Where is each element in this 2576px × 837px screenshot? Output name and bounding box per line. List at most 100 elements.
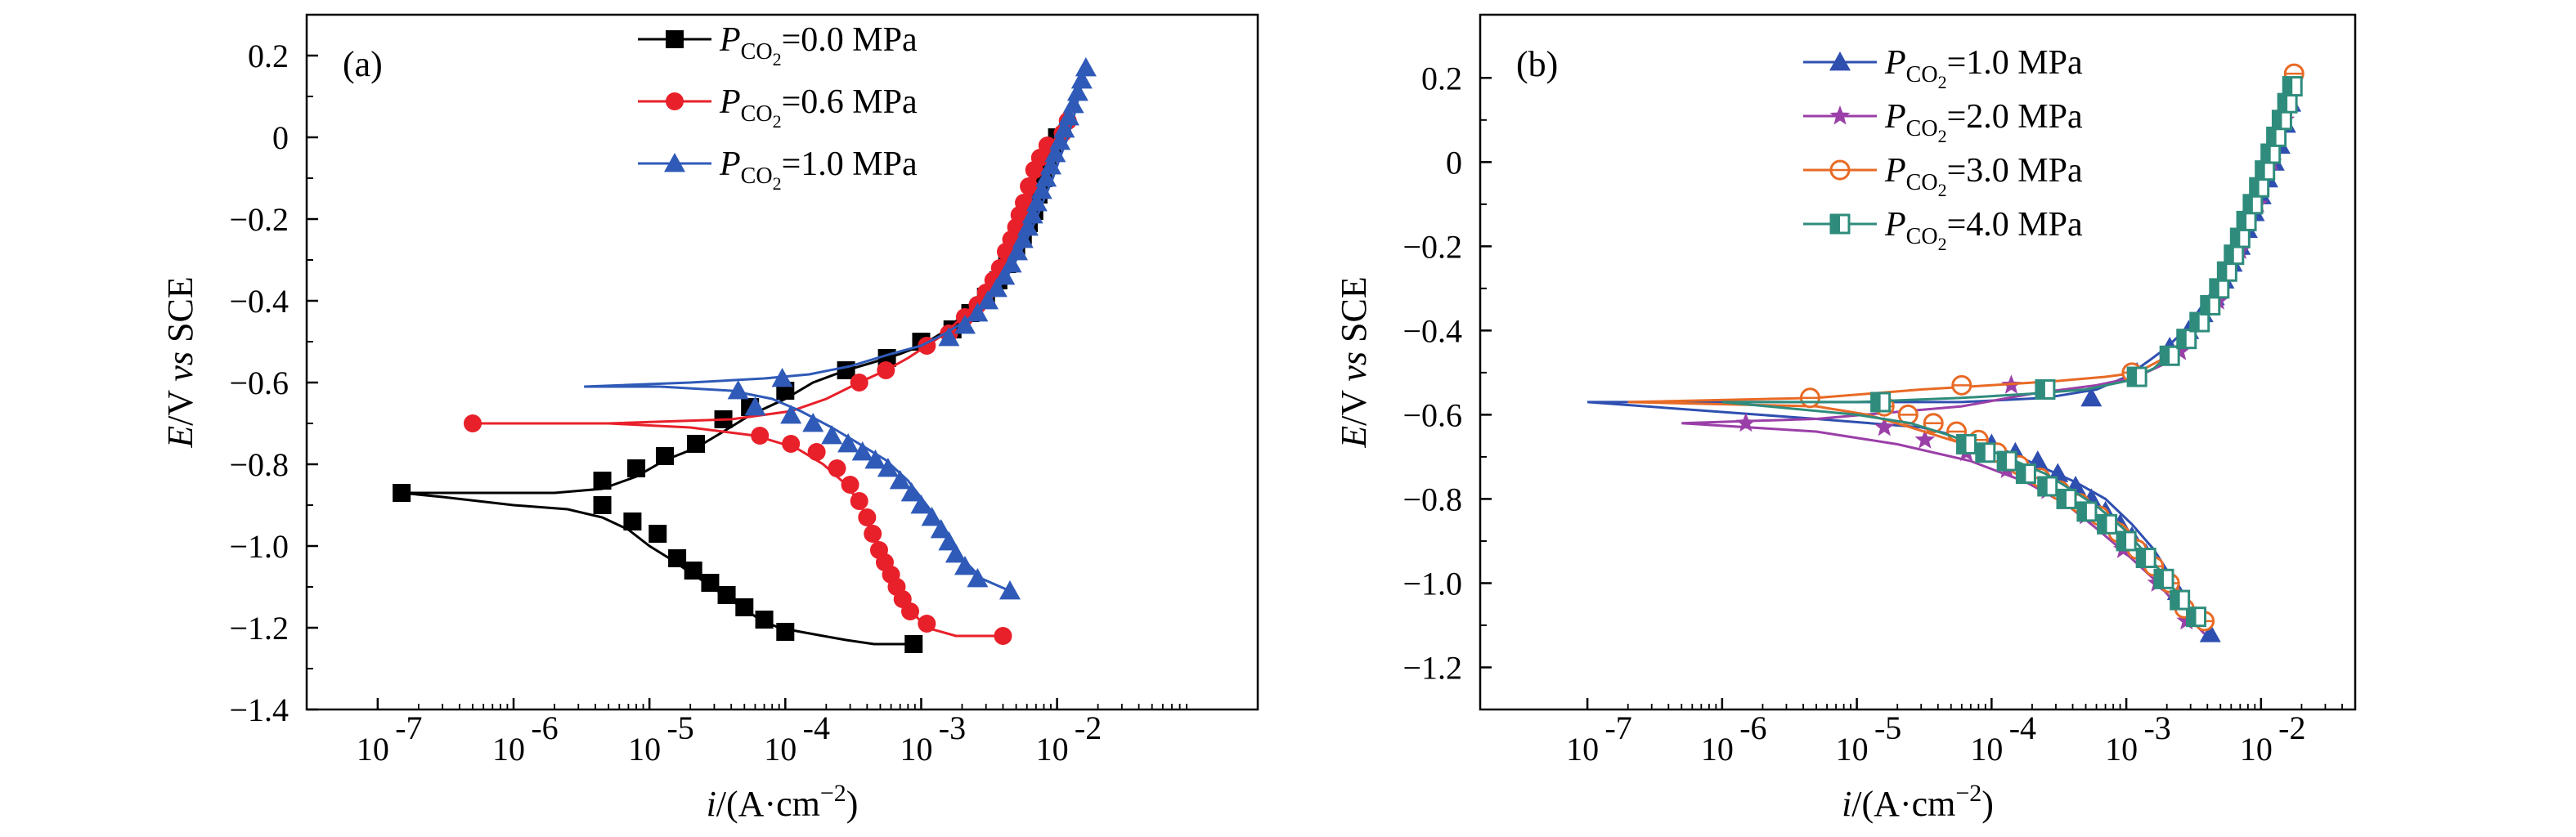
series-4-marker: [2015, 463, 2036, 485]
series-4-marker-fill: [2038, 477, 2048, 495]
series-4-marker-fill: [2155, 570, 2165, 589]
series-4-marker-fill: [1871, 392, 1881, 411]
series-4-marker-fill: [2201, 296, 2210, 315]
x-tick-label: 10: [1836, 731, 1869, 768]
series-4-marker-fill: [2187, 607, 2197, 626]
series-4-marker: [2176, 329, 2197, 350]
series-3-marker: [1062, 94, 1084, 114]
series-4-marker: [2277, 92, 2298, 114]
series-3-marker: [1070, 69, 1093, 89]
x-tick-label: 10: [1566, 731, 1599, 768]
y-tick-label: −0.4: [1402, 312, 1462, 349]
series-2-marker: [464, 414, 482, 432]
x-tick-exponent: -2: [2278, 709, 2305, 746]
x-tick-exponent: -3: [2143, 709, 2170, 746]
y-tick-label: −1.0: [229, 528, 289, 565]
series-1-marker: [593, 496, 612, 514]
series-4-marker: [2189, 311, 2210, 333]
series-3-marker: [954, 556, 976, 575]
y-tick-label: 0.2: [248, 38, 289, 74]
x-tick-label: 10: [2240, 731, 2273, 768]
series-4-marker-fill: [2278, 94, 2288, 113]
series-1-marker: [776, 623, 795, 641]
y-tick-label: −0.4: [229, 283, 289, 320]
series-3-marker: [930, 519, 952, 539]
series-4-marker: [2249, 177, 2270, 198]
legend-marker-4: [1829, 213, 1851, 235]
series-3-marker: [994, 266, 1016, 285]
series-4-marker: [2255, 160, 2276, 181]
series-4-marker: [2229, 227, 2251, 248]
series-4-marker-fill: [2218, 262, 2228, 281]
series-4-marker-fill: [2098, 515, 2107, 534]
series-3-marker: [1951, 374, 1972, 396]
series-4-marker: [2035, 378, 2056, 400]
series-3-marker: [771, 368, 793, 387]
series-3-marker: [1030, 180, 1052, 199]
series-1-marker: [627, 459, 646, 477]
series-4-marker-fill: [2117, 531, 2127, 550]
series-4-marker-fill: [2283, 77, 2293, 96]
series-1-marker: [623, 512, 642, 530]
series-4-marker: [2116, 530, 2137, 552]
x-tick-exponent: -3: [939, 709, 966, 746]
series-group: [393, 57, 1097, 653]
series-4-marker-fill: [2243, 195, 2253, 213]
series-2-marker: [841, 476, 859, 494]
x-tick-label: 10: [1701, 731, 1734, 768]
x-axis-label: i/(A·cm−2): [707, 780, 859, 824]
x-tick-exponent: -5: [1874, 709, 1901, 746]
series-1-marker: [684, 562, 702, 580]
series-2-marker: [1874, 416, 1895, 436]
series-4-marker: [2037, 476, 2058, 497]
y-tick-label: −1.2: [229, 610, 289, 647]
series-4-marker-fill: [2128, 368, 2138, 387]
series-2-marker: [918, 615, 936, 633]
series-4-marker: [2153, 568, 2174, 589]
x-tick-exponent: -6: [1739, 709, 1766, 746]
series-2-marker: [1020, 177, 1039, 195]
series-3-marker: [1799, 387, 1820, 409]
series-2-marker: [828, 459, 846, 477]
panel-label: (a): [343, 44, 383, 84]
series-4-marker-fill: [1998, 452, 2008, 471]
legend-label-1: PCO2=1.0 MPa: [1884, 44, 2083, 92]
series-2-marker: [1735, 412, 1757, 432]
series-4-marker-fill: [2017, 464, 2026, 483]
series-3-marker: [938, 327, 960, 347]
series-4-marker-fill: [2161, 347, 2170, 365]
y-tick-label: −0.6: [229, 365, 289, 401]
series-1-marker: [837, 361, 855, 379]
series-1-marker: [2199, 623, 2221, 642]
x-tick-exponent: -4: [2009, 709, 2036, 746]
x-tick-label: 10: [900, 731, 932, 768]
y-tick-label: 0: [1446, 144, 1462, 181]
series-2-marker: [1914, 429, 1936, 449]
series-4-marker-fill: [2210, 279, 2219, 298]
series-3-marker: [1025, 192, 1048, 212]
y-tick-label: −1.4: [229, 692, 289, 728]
x-tick-label: 10: [357, 731, 389, 768]
series-3-marker: [1007, 241, 1029, 261]
x-tick-label: 10: [492, 731, 525, 768]
series-4-marker: [2271, 110, 2292, 131]
series-4-marker: [2170, 589, 2191, 611]
series-4-marker-fill: [2273, 110, 2282, 129]
series-4-marker: [1996, 450, 2017, 472]
series-2-marker: [782, 435, 801, 453]
series-4-marker: [2242, 194, 2264, 215]
series-2-marker: [807, 443, 826, 461]
series-3-marker: [1021, 204, 1043, 224]
series-3-marker: [864, 450, 886, 469]
y-axis-label: E/V vs SCE: [1334, 276, 1374, 448]
series-4-marker-fill: [2190, 313, 2200, 332]
series-3-marker: [744, 396, 766, 416]
chart-panel-a: −1.4−1.2−1.0−0.8−0.6−0.4−0.200.210-710-6…: [160, 13, 1259, 824]
legend-marker-3: [1829, 159, 1851, 181]
series-2-marker: [858, 508, 877, 526]
series-3-marker: [1049, 131, 1071, 150]
legend-label-3: PCO2=1.0 MPa: [719, 145, 918, 194]
series-4-marker-fill: [2058, 490, 2067, 508]
legend-label-1: PCO2=0.0 MPa: [719, 21, 918, 69]
